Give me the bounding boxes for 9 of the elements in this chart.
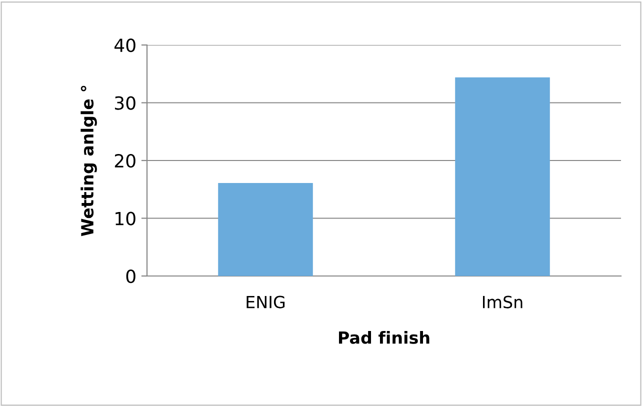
y-axis-title: Wetting anlgle ° xyxy=(80,86,97,236)
x-axis-title: Pad finish xyxy=(338,331,430,344)
y-tick-label: 0 xyxy=(126,269,136,284)
y-tick-label: 40 xyxy=(114,38,136,52)
y-tick-label: 30 xyxy=(114,96,136,110)
x-tick-label: ImSn xyxy=(482,296,522,308)
y-tick-label: 10 xyxy=(116,212,136,226)
y-tick-label: 20 xyxy=(114,154,136,168)
x-tick-label: ENIG xyxy=(246,296,285,308)
